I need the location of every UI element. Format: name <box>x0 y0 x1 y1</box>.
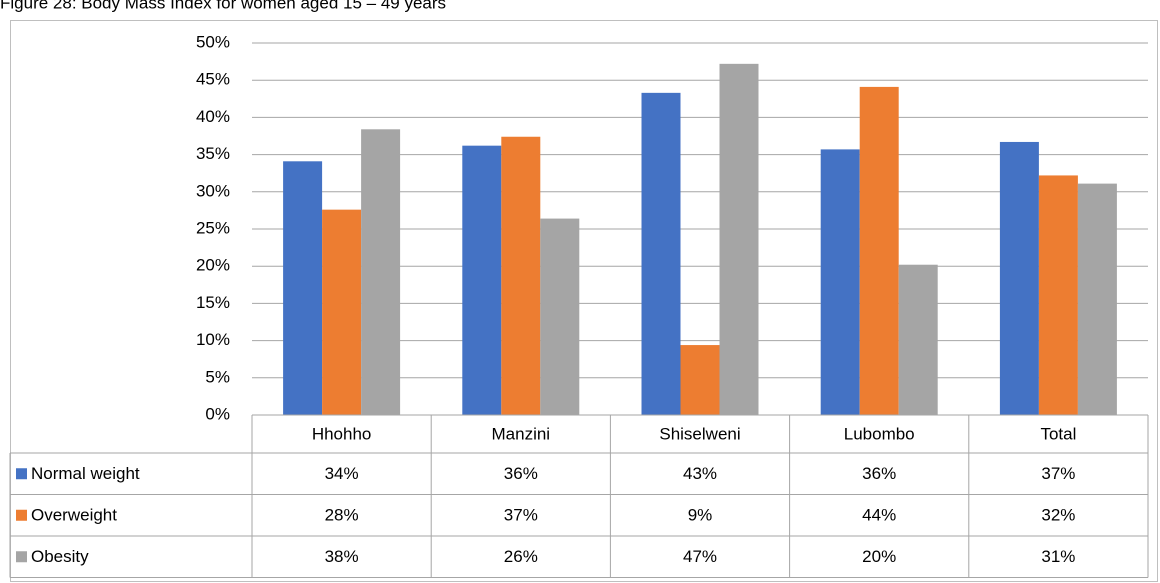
y-tick-label: 45% <box>196 70 230 89</box>
bar <box>820 149 860 415</box>
x-tick-label: Lubombo <box>844 424 915 443</box>
y-tick-label: 15% <box>196 293 230 312</box>
data-label: 38% <box>325 547 359 566</box>
y-tick-label: 25% <box>196 218 230 237</box>
y-tick-label: 0% <box>205 404 230 423</box>
legend-label: Obesity <box>31 547 89 566</box>
data-label: 26% <box>504 547 538 566</box>
bar <box>361 129 401 415</box>
data-label: 20% <box>862 547 896 566</box>
x-tick-label: Hhohho <box>312 424 372 443</box>
bar <box>501 136 541 415</box>
legend-swatch <box>16 468 27 480</box>
data-label: 36% <box>862 464 896 483</box>
y-tick-label: 10% <box>196 330 230 349</box>
chart-title: Figure 28: Body Mass Index for women age… <box>0 0 446 12</box>
bar <box>540 218 580 415</box>
y-tick-label: 50% <box>196 32 230 51</box>
data-label: 44% <box>862 506 896 525</box>
y-tick-label: 35% <box>196 144 230 163</box>
y-tick-label: 5% <box>205 367 230 386</box>
data-label: 28% <box>325 506 359 525</box>
data-label: 34% <box>325 464 359 483</box>
bar <box>898 264 938 415</box>
data-label: 31% <box>1041 547 1075 566</box>
legend-swatch <box>16 551 27 563</box>
x-tick-label: Shiselweni <box>659 424 740 443</box>
bar <box>1077 183 1117 415</box>
y-tick-label: 20% <box>196 256 230 275</box>
bar <box>719 63 759 415</box>
y-tick-label: 40% <box>196 107 230 126</box>
bar <box>680 345 720 415</box>
x-tick-label: Manzini <box>492 424 551 443</box>
data-label: 43% <box>683 464 717 483</box>
bar <box>1038 175 1078 415</box>
data-label: 37% <box>504 506 538 525</box>
bar <box>641 92 681 416</box>
data-label: 32% <box>1041 506 1075 525</box>
chart-border <box>10 20 1158 582</box>
data-label: 9% <box>688 506 713 525</box>
legend-swatch <box>16 509 27 521</box>
data-label: 47% <box>683 547 717 566</box>
bar <box>322 209 362 415</box>
data-label: 36% <box>504 464 538 483</box>
legend-label: Normal weight <box>31 464 140 483</box>
x-tick-label: Total <box>1040 424 1076 443</box>
data-label: 37% <box>1041 464 1075 483</box>
bar <box>283 161 323 415</box>
legend-label: Overweight <box>31 506 117 525</box>
bar <box>462 145 502 415</box>
y-tick-label: 30% <box>196 181 230 200</box>
bar <box>859 86 899 416</box>
bar <box>999 141 1039 415</box>
